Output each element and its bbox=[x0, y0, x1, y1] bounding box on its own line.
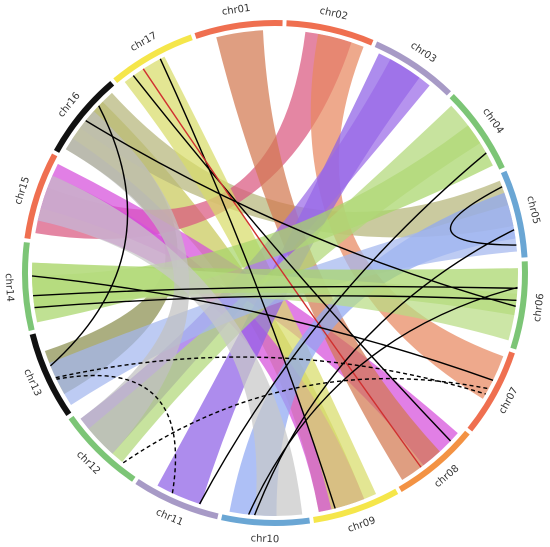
segment-chr10 bbox=[221, 514, 311, 527]
link-chr12-chr07 bbox=[122, 377, 489, 464]
segment-chr11 bbox=[135, 478, 219, 520]
link-chr17-chr08 bbox=[142, 68, 422, 468]
segment-label-chr13: chr13 bbox=[21, 367, 43, 398]
link-chr06-chr10 bbox=[247, 286, 518, 515]
segment-chr06 bbox=[510, 261, 528, 350]
link-chr17-chr09 bbox=[159, 58, 336, 509]
ribbon-chr01-chr08 bbox=[216, 30, 440, 481]
segment-label-chr02: chr02 bbox=[318, 6, 348, 23]
ribbon-chr17-chr09 bbox=[124, 56, 377, 510]
ribbon-chr02-chr07 bbox=[310, 33, 504, 399]
segment-chr02 bbox=[286, 20, 374, 46]
segment-label-chr01: chr01 bbox=[221, 3, 251, 18]
segment-chr17 bbox=[113, 34, 193, 84]
link-chr05-chr10 bbox=[253, 229, 515, 516]
link-chr14-chr07 bbox=[31, 275, 494, 381]
ribbon-layer bbox=[31, 30, 518, 516]
link-chr04-chr11 bbox=[198, 152, 487, 505]
segment-label-chr15: chr15 bbox=[13, 175, 32, 206]
link-chr16-chr13 bbox=[49, 105, 129, 367]
segment-chr04 bbox=[449, 94, 505, 170]
segment-label-chr14: chr14 bbox=[3, 273, 16, 302]
segment-ring bbox=[22, 19, 528, 527]
segment-chr07 bbox=[467, 351, 515, 432]
link-chr14-chr06 bbox=[34, 295, 517, 309]
segment-chr09 bbox=[313, 488, 399, 523]
segment-label-chr06: chr06 bbox=[532, 293, 547, 323]
link-chr05-chr05 bbox=[450, 186, 517, 246]
segment-chr03 bbox=[374, 41, 452, 96]
link-chr17-chr08 bbox=[132, 75, 452, 442]
ribbon-chr10-chr15 bbox=[37, 175, 303, 516]
segment-label-chr11: chr11 bbox=[154, 507, 185, 528]
segment-label-chr17: chr17 bbox=[129, 30, 159, 54]
segment-label-chr10: chr10 bbox=[250, 533, 279, 545]
segment-chr12 bbox=[68, 415, 136, 482]
segment-label-chr07: chr07 bbox=[497, 386, 520, 416]
segment-chr14 bbox=[22, 242, 35, 332]
segment-chr05 bbox=[500, 170, 528, 258]
link-chr16-chr06 bbox=[85, 120, 516, 307]
segment-chr15 bbox=[24, 153, 58, 239]
ribbon-chr12-chr16 bbox=[65, 111, 190, 454]
link-chr14-chr06 bbox=[33, 285, 518, 297]
ribbon-chr14-chr06 bbox=[31, 262, 518, 341]
segment-chr08 bbox=[398, 430, 470, 493]
segment-label-chr09: chr09 bbox=[346, 515, 377, 535]
segment-chr01 bbox=[194, 19, 283, 39]
ribbon-chr05-chr13 bbox=[49, 205, 518, 406]
link-layer bbox=[31, 58, 518, 516]
segment-label-chr05: chr05 bbox=[524, 195, 541, 225]
segment-chr16 bbox=[53, 80, 115, 153]
segment-chr13 bbox=[29, 333, 72, 417]
link-chr13-chr07 bbox=[55, 356, 486, 395]
